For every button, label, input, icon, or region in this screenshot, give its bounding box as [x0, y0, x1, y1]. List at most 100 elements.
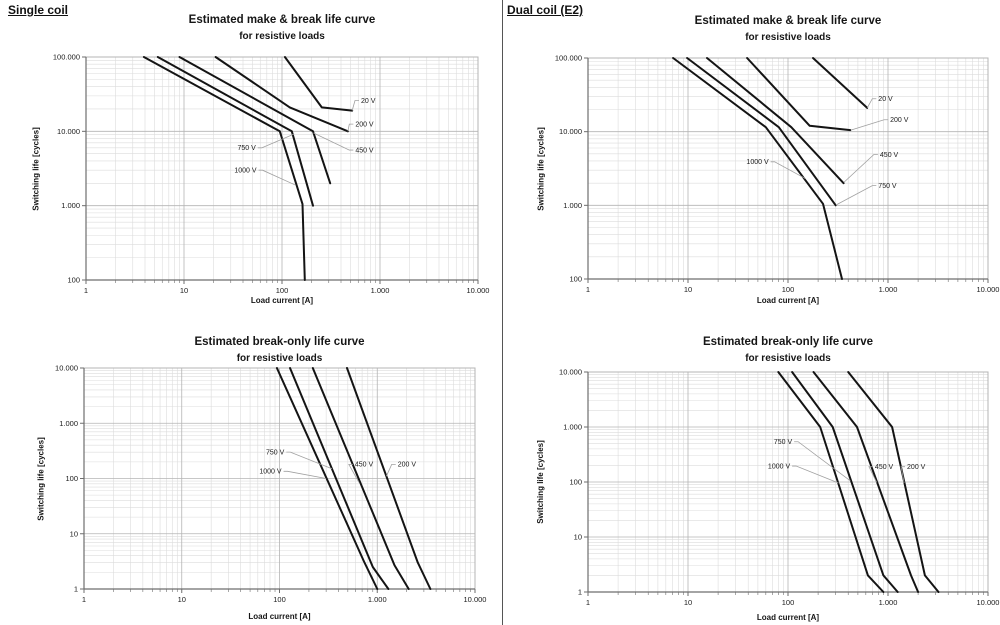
- chart-title: Estimated make & break life curve: [694, 15, 882, 27]
- chart-make-break-single-coil: 1 10 100 1.000 10.000 100 1.000 10.000 100.000 20…: [0, 0, 500, 318]
- axis-ticks: 1 10 100 1.000 10.000 100 1.000 10.000 100.000: [555, 54, 1000, 295]
- curve-label-750-v: 750 V: [878, 183, 897, 190]
- curve-200-v: [847, 371, 940, 593]
- column-header-single-coil: Single coil: [8, 3, 69, 17]
- curve-1000-v: [142, 56, 306, 281]
- plot-area: 1 10 100 1.000 10.000 100 1.000 10.000 100.000 20…: [53, 53, 490, 296]
- leader-line-450-v: [843, 154, 878, 183]
- leader-line-200-v: [386, 463, 396, 477]
- y-axis-label: Switching life [cycles]: [536, 440, 545, 524]
- curve-450-v: [812, 371, 920, 593]
- y-tick-label: 10.000: [57, 127, 80, 136]
- y-tick-label: 1.000: [563, 423, 582, 432]
- grid: [587, 57, 989, 280]
- curve-label-1000-v: 1000 V: [259, 469, 282, 476]
- axis-ticks: 1 10 100 1.000 10.000 100 1.000 10.000 100.000: [53, 53, 490, 296]
- leader-line-450-v: [313, 132, 354, 151]
- curve-label-1000-v: 1000 V: [234, 168, 257, 175]
- leader-line-200-v: [850, 119, 889, 131]
- curve-200-v: [746, 57, 852, 132]
- grid: [85, 56, 479, 281]
- leader-line-1000-v: [258, 169, 296, 186]
- chart-title: Estimated make & break life curve: [188, 14, 376, 26]
- curve-label-200-v: 200 V: [890, 117, 909, 124]
- curve-1000-v: [777, 371, 885, 593]
- curve-label-750-v: 750 V: [266, 449, 285, 456]
- y-tick-label: 1.000: [61, 201, 80, 210]
- y-tick-label: 10.000: [559, 368, 582, 377]
- y-tick-label: 1: [578, 588, 582, 597]
- grid: [587, 371, 989, 593]
- x-tick-label: 1.000: [879, 285, 898, 294]
- curve-450-v: [311, 367, 410, 590]
- curve-20-v: [283, 56, 354, 112]
- x-axis-label: Load current [A]: [756, 296, 820, 305]
- curve-label-750-v: 750 V: [237, 145, 256, 152]
- y-tick-label: 1.000: [59, 419, 78, 428]
- curve-label-20-v: 20 V: [878, 96, 893, 103]
- x-tick-label: 1.000: [368, 595, 387, 604]
- x-tick-label: 1: [82, 595, 86, 604]
- x-tick-label: 100: [782, 285, 795, 294]
- chart-subtitle: for resistive loads: [236, 353, 323, 364]
- x-tick-label: 100: [782, 598, 795, 607]
- x-tick-label: 1.000: [879, 598, 898, 607]
- curve-450-v: [178, 56, 332, 185]
- leader-line-1000-v: [283, 470, 327, 479]
- curves: [275, 367, 432, 590]
- y-tick-label: 1.000: [563, 201, 582, 210]
- chart-title: Estimated break-only life curve: [194, 336, 365, 348]
- leader-line-200-v: [347, 123, 354, 132]
- curve-200-v: [214, 56, 349, 133]
- x-tick-label: 100: [276, 286, 289, 295]
- y-tick-label: 1: [74, 585, 78, 594]
- curve-label-450-v: 450 V: [355, 147, 374, 154]
- x-tick-label: 10.000: [467, 286, 490, 295]
- curve-200-v: [346, 367, 432, 590]
- curve-label-200-v: 200 V: [355, 121, 374, 128]
- x-axis-label: Load current [A]: [248, 612, 311, 621]
- curve-label-200-v: 200 V: [398, 462, 417, 469]
- x-tick-label: 10.000: [464, 595, 487, 604]
- curve-label-20-v: 20 V: [361, 98, 376, 105]
- curve-750-v: [156, 56, 314, 207]
- curve-label-1000-v: 1000 V: [768, 463, 791, 470]
- curve-20-v: [812, 57, 869, 109]
- chart-subtitle: for resistive loads: [239, 31, 325, 42]
- leader-line-750-v: [257, 133, 295, 149]
- x-tick-label: 10.000: [977, 285, 1000, 294]
- curve-labels: 20 V 200 V 450 V 750 V 1000 V: [234, 98, 376, 186]
- x-tick-label: 10.000: [977, 598, 1000, 607]
- x-tick-label: 1: [84, 286, 88, 295]
- curve-1000-v: [275, 367, 379, 590]
- leader-line-450-v: [868, 466, 878, 483]
- leader-line-750-v: [835, 185, 877, 206]
- curve-450-v: [706, 57, 845, 185]
- curve-label-450-v: 450 V: [355, 462, 374, 469]
- y-tick-label: 100: [569, 275, 582, 284]
- curve-1000-v: [672, 57, 843, 280]
- curve-labels: 20 V 200 V 450 V 750 V 1000 V: [746, 96, 909, 206]
- axis-ticks: 1 10 100 1.000 10.000 1 10 100 1.000 10.000: [559, 368, 999, 608]
- leader-line-1000-v: [770, 161, 806, 180]
- y-axis-label: Switching life [cycles]: [536, 126, 545, 211]
- curve-labels: 750 V 1000 V 450 V 200 V: [768, 439, 926, 484]
- x-tick-label: 10: [684, 598, 692, 607]
- curve-label-1000-v: 1000 V: [746, 159, 769, 166]
- y-tick-label: 100: [67, 276, 80, 285]
- chart-subtitle: for resistive loads: [745, 353, 831, 364]
- y-tick-label: 100.000: [555, 54, 582, 63]
- y-tick-label: 100.000: [53, 53, 80, 62]
- y-axis-label: Switching life [cycles]: [31, 126, 40, 211]
- curve-label-200-v: 200 V: [907, 464, 926, 471]
- column-divider: [502, 0, 503, 625]
- x-axis-label: Load current [A]: [756, 613, 820, 622]
- x-axis-label: Load current [A]: [250, 296, 314, 305]
- chart-make-break-dual-coil: 1 10 100 1.000 10.000 100 1.000 10.000 100.000 20…: [500, 0, 1000, 318]
- leader-line-200-v: [900, 466, 906, 484]
